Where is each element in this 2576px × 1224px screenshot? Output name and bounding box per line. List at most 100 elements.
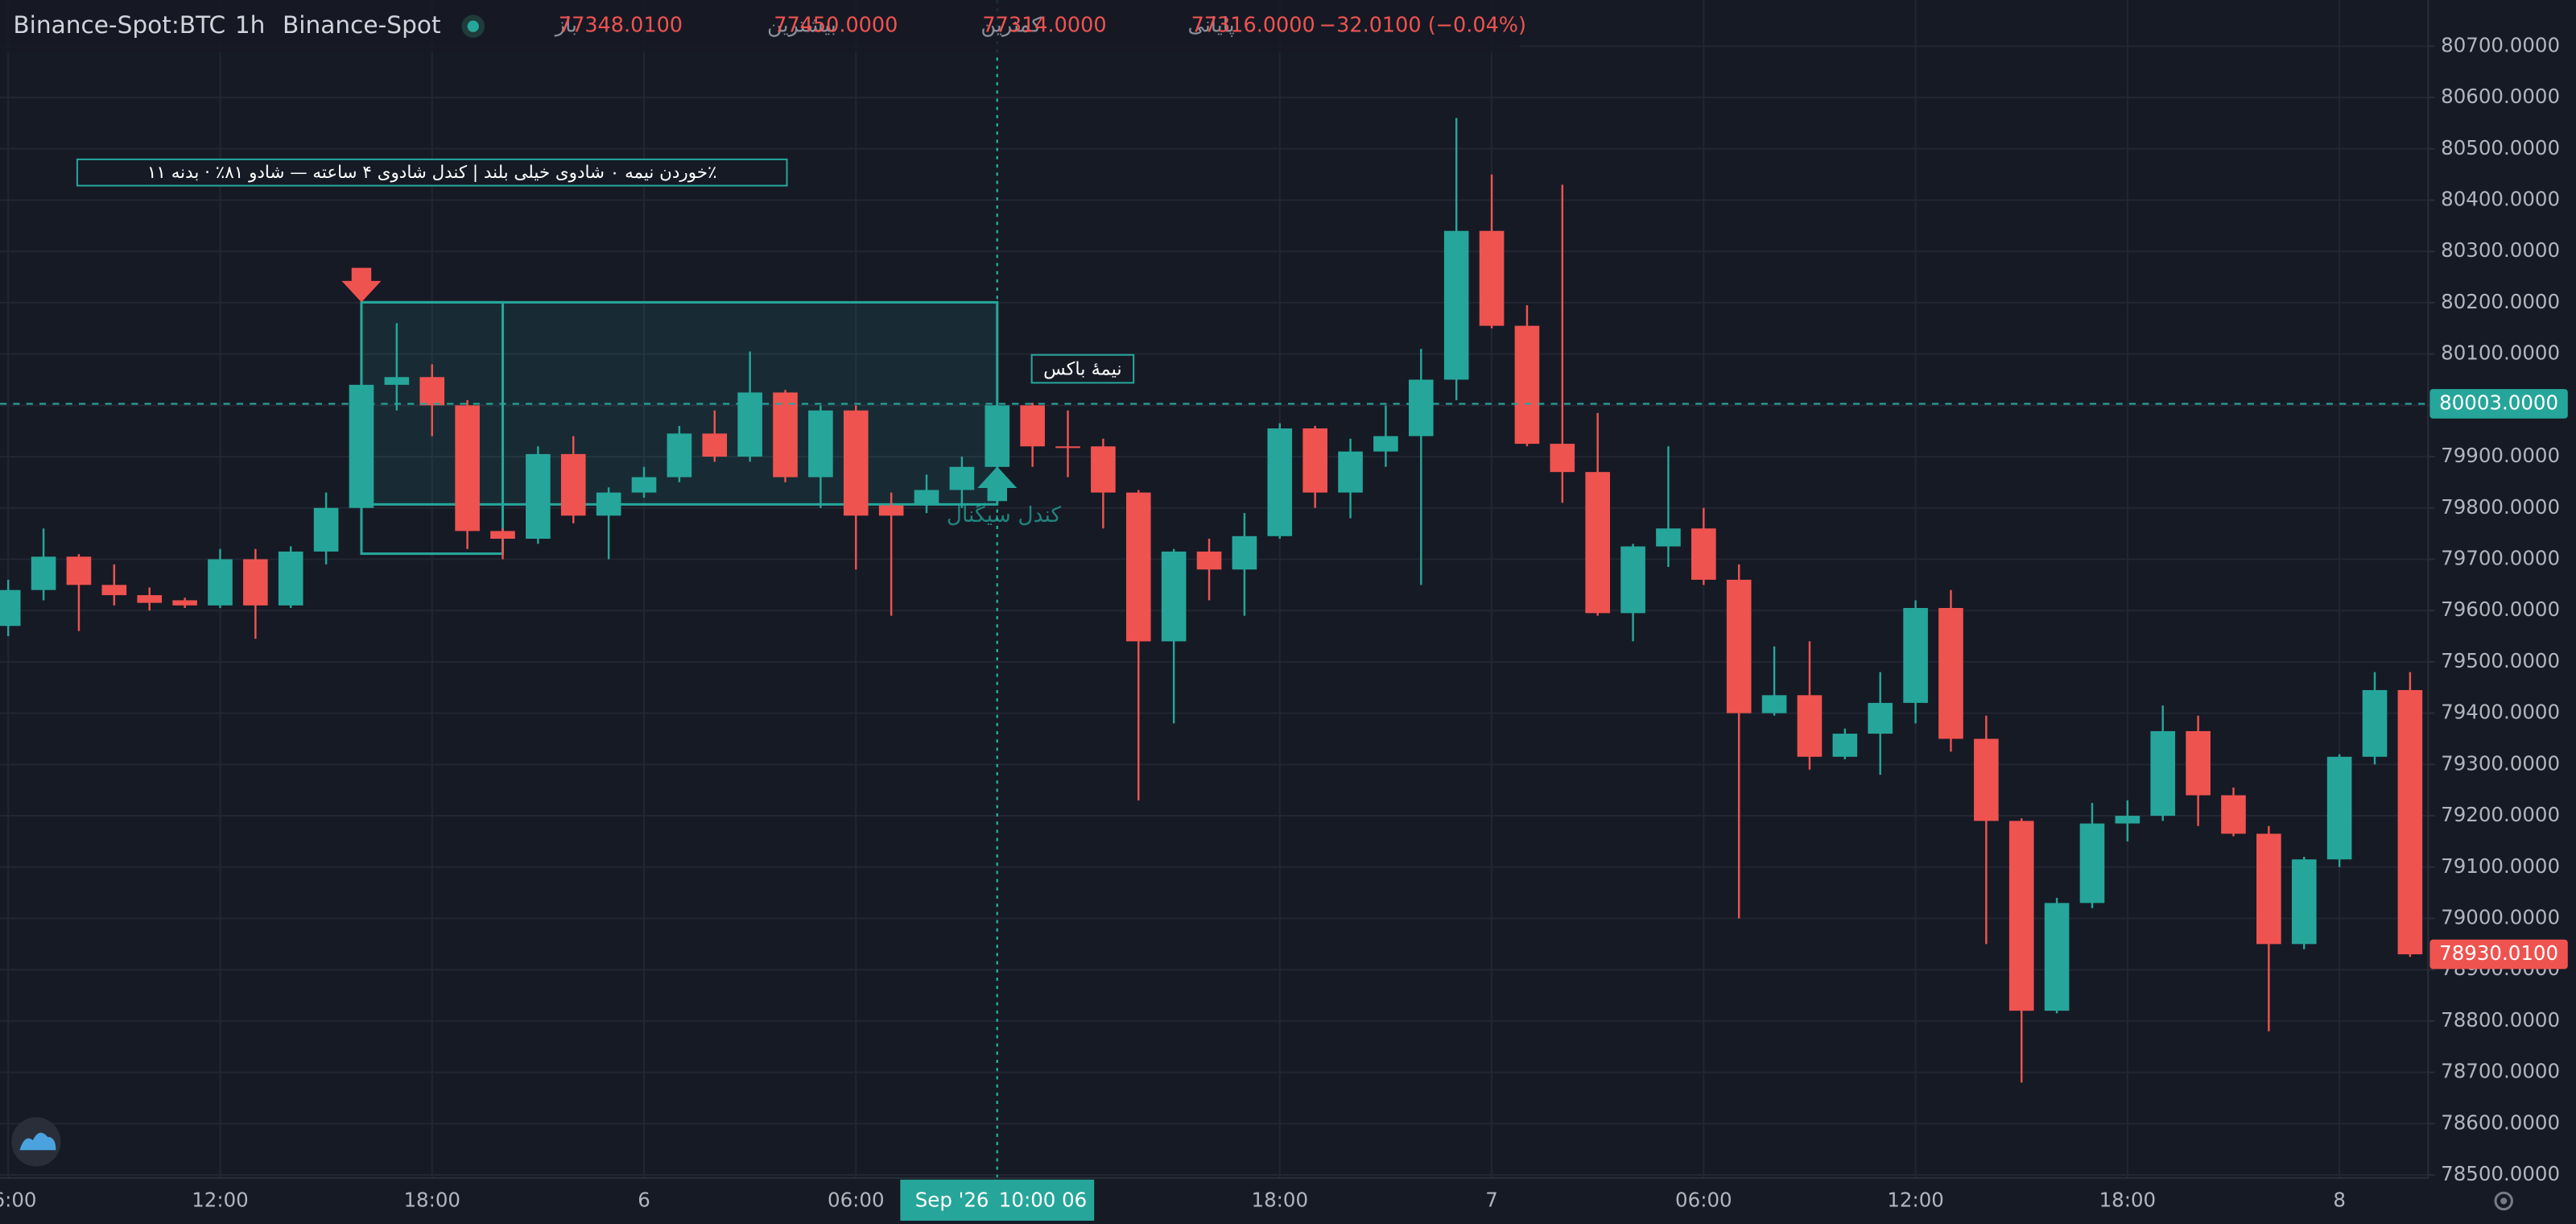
candle-body [1585, 472, 1610, 614]
note-box [76, 158, 788, 187]
ohlc-label: کمترین [980, 14, 1042, 38]
candle-body [2256, 833, 2281, 945]
candle-body [702, 433, 728, 457]
ohlc-label: باز [554, 14, 577, 38]
candle-body [1797, 695, 1823, 757]
candle-body [2044, 903, 2070, 1011]
crosshair-tag [900, 1179, 1095, 1221]
x-tick-label: 12:00 [1887, 1188, 1944, 1211]
candle-body [1373, 436, 1398, 452]
ohlc-value: 77314.0000 [982, 14, 1106, 38]
candle-body [1338, 451, 1363, 493]
x-tick-label: 06:00 [828, 1188, 885, 1211]
candle-body [2150, 730, 2176, 817]
candle-body [66, 556, 92, 585]
y-tick-label: 78500.0000 [2441, 1162, 2560, 1185]
candle-body [2008, 821, 2034, 1011]
y-tick-label: 80500.0000 [2441, 136, 2560, 159]
ohlc-value: 77450.0000 [774, 14, 898, 38]
y-tick-label: 79100.0000 [2441, 854, 2560, 878]
y-tick-label: 80700.0000 [2441, 33, 2560, 56]
candle-body [278, 551, 303, 606]
y-tick-label: 78800.0000 [2441, 1008, 2560, 1032]
axes: 78500.0000 78600.0000 78700.0000 78800.0000… [0, 33, 2568, 1221]
gear-center[interactable] [2500, 1197, 2508, 1205]
y-tick-label: 79000.0000 [2441, 905, 2560, 928]
candle-body [1832, 734, 1858, 757]
sell-arrow [341, 267, 382, 303]
candle-body [2397, 689, 2423, 955]
candle-body [985, 405, 1010, 467]
y-tick-label: 79400.0000 [2441, 701, 2560, 724]
interval: 1h [235, 11, 266, 39]
change: −32.0100 (−0.04%) [1319, 14, 1526, 38]
price-line-tag [2429, 389, 2568, 419]
y-tick-label: 80300.0000 [2441, 238, 2560, 262]
y-tick-label: 79500.0000 [2441, 649, 2560, 672]
x-tick-label: 06:00 [0, 1188, 36, 1211]
candle-body [1938, 608, 1963, 739]
y-tick-label: 80600.0000 [2441, 85, 2560, 108]
buy-arrow [977, 466, 1018, 502]
candle-body [1903, 608, 1928, 703]
x-tick-label: 6 [638, 1188, 650, 1211]
candle-body [1443, 230, 1469, 380]
y-tick-label: 79800.0000 [2441, 495, 2560, 519]
y-tick-label: 80400.0000 [2441, 187, 2560, 210]
candle-body [101, 585, 127, 596]
logo-mark [19, 1132, 56, 1151]
y-tick-label: 80200.0000 [2441, 290, 2560, 313]
candle-body [596, 492, 621, 516]
candle-body [1409, 379, 1434, 436]
candle-body [2291, 859, 2317, 945]
candle-body [1196, 551, 1222, 570]
candle-body [208, 559, 233, 606]
y-tick-label: 79700.0000 [2441, 546, 2560, 569]
ohlc-label: بیشترین [767, 14, 836, 38]
mid-label: نیمهٔ باکس [1043, 359, 1122, 380]
settings-icon[interactable] [2494, 1191, 2513, 1211]
candle-body [808, 410, 833, 478]
candle-body [31, 556, 56, 590]
candle-body [1868, 702, 1893, 734]
logo [11, 1117, 61, 1167]
candle-body [1761, 695, 1787, 713]
price-line-label: 80003.0000 [2439, 391, 2558, 414]
header: Binance-Spot:BTC 1h Binance-Spot باز 773… [0, 0, 1526, 53]
gear[interactable] [2494, 1191, 2513, 1211]
candle-body [526, 453, 551, 539]
candle-body [843, 410, 869, 516]
candle-body [737, 392, 762, 457]
candle-body [1656, 528, 1681, 547]
overlay: ٪خوردن نیمه ۰ شادوی خیلی بلند | کندل شاد… [76, 158, 1135, 527]
ohlc-value: 77348.0100 [559, 14, 683, 38]
candle-body [1125, 492, 1151, 642]
grid [0, 0, 2429, 1178]
candle-body [1974, 738, 1999, 821]
candle-body [2186, 730, 2211, 796]
signal-label: کندل سیگنال [947, 502, 1062, 527]
header-bg [0, 0, 1520, 53]
x-tick-label: 06:00 [1675, 1188, 1732, 1211]
candle-body [137, 595, 163, 603]
x-tick-label: 18:00 [2099, 1188, 2157, 1211]
x-tick-label: 18:00 [403, 1188, 460, 1211]
y-tick-label: 78700.0000 [2441, 1060, 2560, 1083]
candle-body [1020, 405, 1045, 447]
crosshair-time: 10:00 06 [999, 1188, 1087, 1211]
candle-body [172, 600, 197, 606]
x-tick-label: 8 [2333, 1188, 2346, 1211]
candle-body [2362, 689, 2388, 757]
candles [0, 118, 2429, 1083]
candle-body [1620, 546, 1645, 614]
y-tick-label: 79300.0000 [2441, 751, 2560, 775]
status-dot [467, 20, 479, 32]
ohlc-label: پایانی [1188, 14, 1235, 38]
last-price-label: 78930.0100 [2439, 941, 2558, 965]
candle-body [419, 377, 445, 406]
candle-body [1055, 446, 1080, 449]
candle-body [313, 507, 339, 552]
